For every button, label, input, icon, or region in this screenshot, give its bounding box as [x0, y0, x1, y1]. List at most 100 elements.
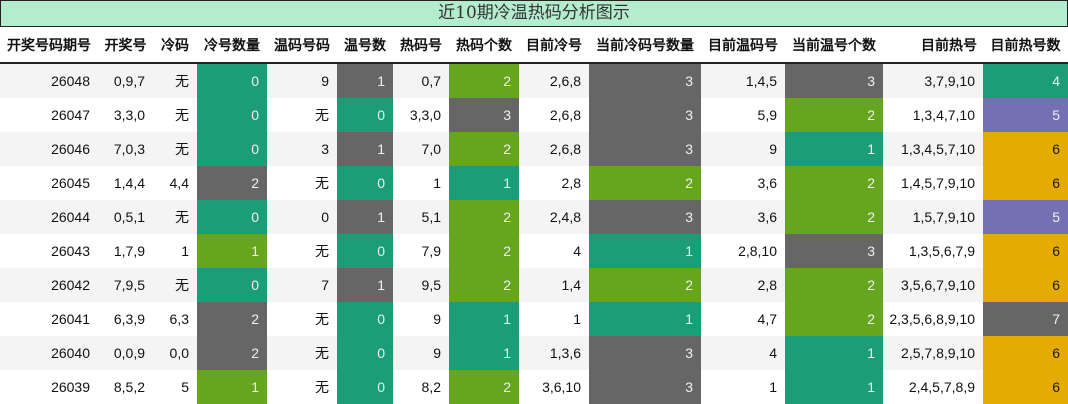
cur-cold-cell: 2,6,8	[519, 98, 589, 132]
cur-cold-cell: 2,8	[519, 166, 589, 200]
col-header-cur-hot[interactable]: 目前热号	[883, 27, 983, 64]
warm-count-cell: 1	[337, 63, 393, 98]
cur-hot-count-cell: 6	[983, 234, 1068, 268]
cur-hot-cell: 1,4,5,7,9,10	[883, 166, 983, 200]
cold-count-cell: 0	[197, 63, 267, 98]
col-header-period[interactable]: 开奖号码期号	[0, 27, 98, 64]
cur-warm-count-cell: 2	[785, 166, 883, 200]
cur-cold-cell: 2,6,8	[519, 63, 589, 98]
cur-warm-cell: 2,8,10	[701, 234, 785, 268]
cur-warm-count-cell: 3	[785, 63, 883, 98]
period-cell: 26043	[0, 234, 98, 268]
cur-cold-count-cell: 1	[589, 234, 701, 268]
cur-cold-count-cell: 2	[589, 166, 701, 200]
cur-warm-cell: 3,6	[701, 166, 785, 200]
draw-cell: 1,4,4	[98, 166, 153, 200]
col-header-cold-count[interactable]: 冷号数量	[197, 27, 267, 64]
col-header-cur-cold-count[interactable]: 当前冷码号数量	[589, 27, 701, 64]
cold-count-cell: 2	[197, 302, 267, 336]
cur-cold-count-cell: 1	[589, 302, 701, 336]
hot-cell: 3,3,0	[393, 98, 449, 132]
cur-hot-count-cell: 6	[983, 336, 1068, 370]
col-header-cur-warm[interactable]: 目前温码号	[701, 27, 785, 64]
hot-count-cell: 2	[449, 200, 519, 234]
hot-cell: 9	[393, 336, 449, 370]
period-cell: 26047	[0, 98, 98, 132]
col-header-hot-count[interactable]: 热码个数	[449, 27, 519, 64]
period-cell: 26045	[0, 166, 98, 200]
warm-count-cell: 1	[337, 200, 393, 234]
cur-hot-count-cell: 6	[983, 268, 1068, 302]
draw-cell: 7,0,3	[98, 132, 153, 166]
cold-cell: 无	[153, 63, 197, 98]
draw-cell: 7,9,5	[98, 268, 153, 302]
hot-count-cell: 2	[449, 268, 519, 302]
table-row: 26047 3,3,0 无 0 无 0 3,3,0 3 2,6,8 3 5,9 2 1,3,4,7,10…	[0, 98, 1068, 132]
table-row: 26042 7,9,5 无 0 7 1 9,5 2 1,4 2 2,8 2 3,5,6,7,9,10 6	[0, 268, 1068, 302]
cur-cold-count-cell: 2	[589, 268, 701, 302]
cur-hot-cell: 2,4,5,7,8,9	[883, 370, 983, 404]
warm-cell: 无	[267, 166, 337, 200]
col-header-cur-cold[interactable]: 目前冷号	[519, 27, 589, 64]
col-header-hot[interactable]: 热码号	[393, 27, 449, 64]
cold-count-cell: 2	[197, 336, 267, 370]
cur-cold-cell: 4	[519, 234, 589, 268]
period-cell: 26040	[0, 336, 98, 370]
cold-count-cell: 0	[197, 200, 267, 234]
warm-cell: 无	[267, 370, 337, 404]
cold-cell: 4,4	[153, 166, 197, 200]
cold-cell: 0,0	[153, 336, 197, 370]
cur-cold-count-cell: 3	[589, 63, 701, 98]
cur-warm-count-cell: 1	[785, 132, 883, 166]
cur-warm-count-cell: 1	[785, 370, 883, 404]
cur-cold-cell: 1,4	[519, 268, 589, 302]
cur-cold-count-cell: 3	[589, 200, 701, 234]
col-header-draw[interactable]: 开奖号	[98, 27, 153, 64]
cur-warm-cell: 1,4,5	[701, 63, 785, 98]
warm-cell: 7	[267, 268, 337, 302]
warm-cell: 无	[267, 302, 337, 336]
cold-count-cell: 0	[197, 98, 267, 132]
hot-count-cell: 2	[449, 370, 519, 404]
col-header-cur-hot-count[interactable]: 目前热号数	[983, 27, 1068, 64]
cur-hot-count-cell: 7	[983, 302, 1068, 336]
cur-hot-cell: 2,5,7,8,9,10	[883, 336, 983, 370]
col-header-warm[interactable]: 温码号码	[267, 27, 337, 64]
cold-count-cell: 1	[197, 370, 267, 404]
col-header-cold[interactable]: 冷码	[153, 27, 197, 64]
col-header-cur-warm-count[interactable]: 当前温号个数	[785, 27, 883, 64]
hot-cell: 9	[393, 302, 449, 336]
table-row: 26040 0,0,9 0,0 2 无 0 9 1 1,3,6 3 4 1 2,5,7,8,9,10 6	[0, 336, 1068, 370]
cur-warm-count-cell: 2	[785, 302, 883, 336]
cold-cell: 5	[153, 370, 197, 404]
col-header-warm-count[interactable]: 温号数	[337, 27, 393, 64]
warm-count-cell: 0	[337, 302, 393, 336]
cur-hot-cell: 1,3,4,5,7,10	[883, 132, 983, 166]
cur-warm-cell: 2,8	[701, 268, 785, 302]
cur-warm-count-cell: 3	[785, 234, 883, 268]
draw-cell: 6,3,9	[98, 302, 153, 336]
cur-cold-cell: 1	[519, 302, 589, 336]
cur-hot-cell: 3,7,9,10	[883, 63, 983, 98]
period-cell: 26042	[0, 268, 98, 302]
period-cell: 26048	[0, 63, 98, 98]
cur-hot-count-cell: 5	[983, 98, 1068, 132]
warm-cell: 无	[267, 336, 337, 370]
cold-count-cell: 2	[197, 166, 267, 200]
cold-count-cell: 1	[197, 234, 267, 268]
cur-warm-count-cell: 1	[785, 336, 883, 370]
cur-warm-cell: 5,9	[701, 98, 785, 132]
hot-cell: 8,2	[393, 370, 449, 404]
cur-warm-count-cell: 2	[785, 268, 883, 302]
cur-cold-cell: 3,6,10	[519, 370, 589, 404]
cold-cell: 无	[153, 268, 197, 302]
warm-count-cell: 0	[337, 98, 393, 132]
warm-count-cell: 0	[337, 336, 393, 370]
cur-hot-cell: 1,3,5,6,7,9	[883, 234, 983, 268]
cur-warm-count-cell: 2	[785, 98, 883, 132]
period-cell: 26044	[0, 200, 98, 234]
table-row: 26044 0,5,1 无 0 0 1 5,1 2 2,4,8 3 3,6 2 1,5,7,9,10 5	[0, 200, 1068, 234]
draw-cell: 0,0,9	[98, 336, 153, 370]
draw-cell: 8,5,2	[98, 370, 153, 404]
draw-cell: 3,3,0	[98, 98, 153, 132]
